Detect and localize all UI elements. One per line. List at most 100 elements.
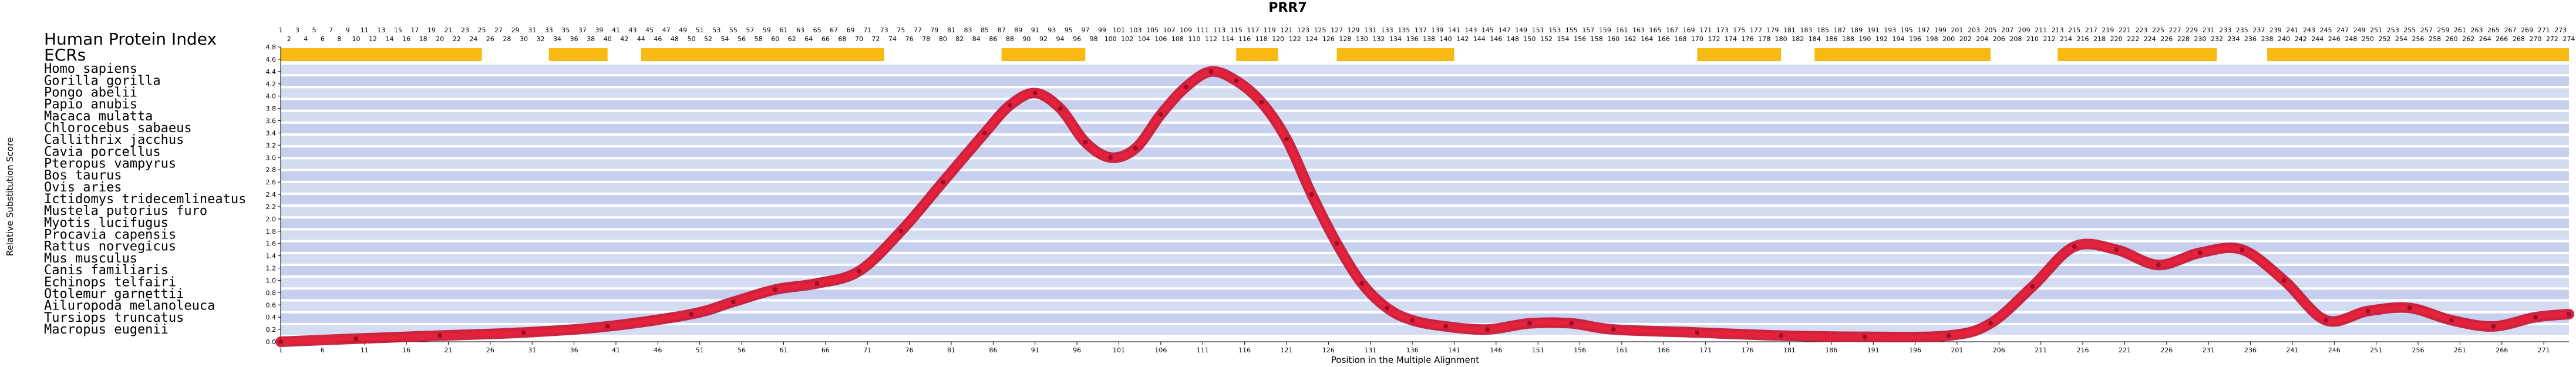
score-point (2240, 247, 2245, 252)
protein-index-number: 1 (279, 26, 283, 34)
alignment-row (281, 325, 2569, 335)
protein-index-number: 254 (2395, 35, 2407, 43)
protein-index-number: 37 (578, 26, 587, 34)
ecr-region (1697, 48, 1782, 61)
protein-index-number: 132 (1372, 35, 1385, 43)
protein-index-number: 182 (1792, 35, 1804, 43)
y-tick-label: 2.2 (266, 203, 277, 211)
x-tick-label: 201 (1951, 346, 1963, 354)
y-tick-label: 2.8 (266, 166, 277, 174)
protein-index-number: 232 (2211, 35, 2223, 43)
protein-index-number: 141 (1448, 26, 1460, 34)
protein-index-number: 179 (1766, 26, 1779, 34)
protein-index-number: 234 (2228, 35, 2240, 43)
protein-index-number: 103 (1130, 26, 1142, 34)
score-point (1946, 333, 1951, 338)
protein-index-number: 249 (2353, 26, 2366, 34)
score-point (1569, 321, 1574, 326)
protein-index-number: 70 (855, 35, 863, 43)
protein-index-number: 201 (1951, 26, 1963, 34)
protein-index-number: 38 (587, 35, 595, 43)
x-tick-label: 126 (1322, 346, 1335, 354)
score-point (2072, 244, 2077, 249)
score-point (1083, 140, 1088, 145)
protein-index-number: 63 (796, 26, 804, 34)
alignment-row (281, 207, 2569, 217)
score-point (278, 339, 283, 344)
y-tick-label: 3.2 (266, 142, 277, 149)
protein-index-number: 236 (2244, 35, 2257, 43)
species-label: Otolemur garnettii (44, 287, 184, 301)
y-tick-label: 3.8 (266, 105, 277, 113)
protein-index-number: 214 (2060, 35, 2072, 43)
protein-index-number: 61 (779, 26, 787, 34)
protein-index-number: 49 (679, 26, 687, 34)
protein-index-number: 115 (1230, 26, 1242, 34)
protein-index-number: 191 (1867, 26, 1880, 34)
protein-index-number: 131 (1364, 26, 1376, 34)
species-label: Pteropus vampyrus (44, 157, 176, 171)
protein-index-number: 47 (662, 26, 671, 34)
protein-index-number: 76 (905, 35, 914, 43)
protein-index-number: 30 (520, 35, 528, 43)
protein-index-number: 257 (2420, 26, 2433, 34)
protein-index-number: 93 (1048, 26, 1056, 34)
x-tick-label: 11 (361, 346, 369, 354)
ecr-region (548, 48, 608, 61)
protein-index-number: 62 (788, 35, 796, 43)
y-tick-label: 2.4 (266, 191, 277, 198)
protein-index-number: 109 (1180, 26, 1192, 34)
species-label: Ovis aries (44, 180, 122, 195)
species-label: Tursiops truncatus (44, 311, 184, 325)
x-tick-label: 101 (1113, 346, 1125, 354)
protein-index-number: 200 (1942, 35, 1955, 43)
x-tick-label: 241 (2286, 346, 2298, 354)
x-tick-label: 61 (779, 346, 787, 354)
ecr-region (1001, 48, 1086, 61)
alignment-row (281, 159, 2569, 169)
protein-index-number: 265 (2487, 26, 2500, 34)
protein-index-number: 11 (361, 26, 369, 34)
alignment-row (281, 171, 2569, 181)
protein-index-number: 211 (2035, 26, 2047, 34)
x-tick-label: 1 (279, 346, 283, 354)
y-tick-label: 1.6 (266, 240, 277, 248)
protein-index-number: 27 (494, 26, 503, 34)
protein-index-number: 252 (2378, 35, 2390, 43)
alignment-row (281, 218, 2569, 228)
protein-index-number: 54 (721, 35, 729, 43)
protein-index-number: 173 (1716, 26, 1729, 34)
protein-index-number: 71 (863, 26, 871, 34)
protein-index-number: 33 (545, 26, 553, 34)
x-tick-label: 266 (2496, 346, 2508, 354)
species-label: Bos taurus (44, 169, 122, 183)
protein-index-number: 184 (1809, 35, 1821, 43)
score-point (521, 330, 526, 335)
protein-index-number: 209 (2018, 26, 2031, 34)
protein-index-number: 3 (295, 26, 299, 34)
protein-index-number: 186 (1825, 35, 1837, 43)
x-tick-label: 31 (528, 346, 536, 354)
protein-index-number: 32 (537, 35, 545, 43)
protein-index-number: 192 (1875, 35, 1888, 43)
protein-index-number: 255 (2403, 26, 2416, 34)
protein-index-number: 146 (1490, 35, 1502, 43)
score-point (1183, 84, 1188, 89)
protein-index-number: 124 (1305, 35, 1318, 43)
protein-index-number: 24 (469, 35, 477, 43)
protein-index-number: 160 (1607, 35, 1619, 43)
protein-index-number: 262 (2462, 35, 2474, 43)
protein-index-number: 78 (922, 35, 930, 43)
protein-index-number: 83 (964, 26, 972, 34)
human-protein-index-numbers: 1234567891011121314151617181920212223242… (279, 26, 2575, 43)
protein-index-number: 274 (2563, 35, 2575, 43)
protein-index-number: 163 (1632, 26, 1645, 34)
protein-index-number: 244 (2311, 35, 2324, 43)
protein-index-number: 245 (2320, 26, 2332, 34)
protein-index-number: 229 (2186, 26, 2198, 34)
x-tick-label: 76 (905, 346, 914, 354)
protein-index-number: 174 (1725, 35, 1737, 43)
score-point (1133, 146, 1139, 151)
protein-index-number: 31 (528, 26, 536, 34)
